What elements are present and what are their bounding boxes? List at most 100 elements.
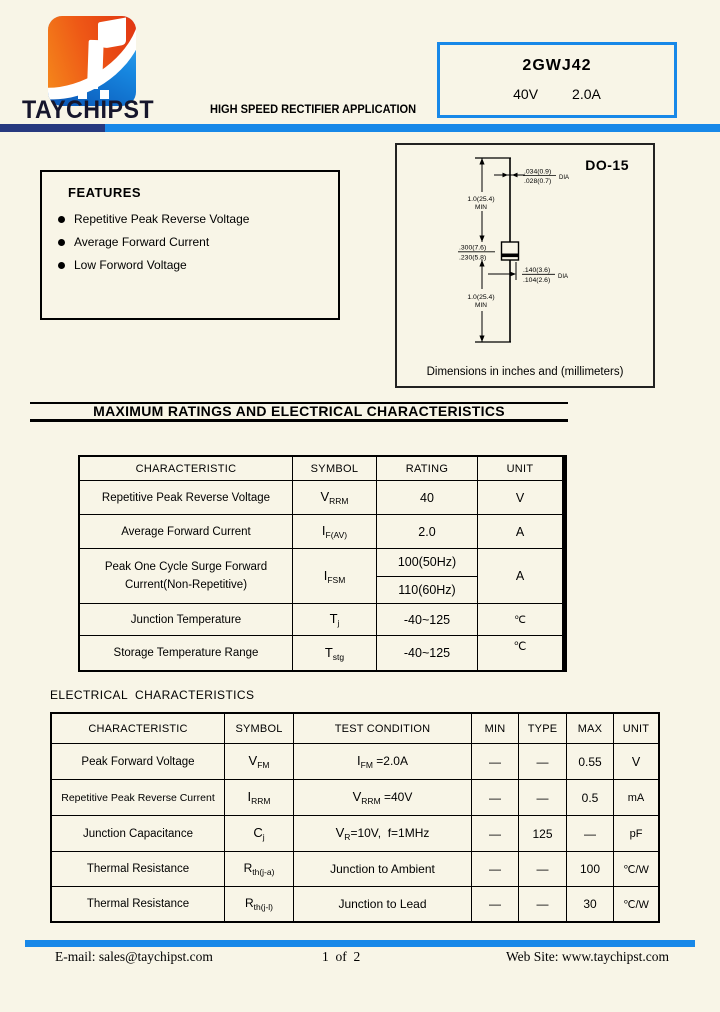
unit-cell: mA — [613, 779, 660, 816]
symbol-cell: Rth(j-a) — [224, 851, 294, 887]
dim-lead-len-bottom-min: MIN — [475, 302, 487, 309]
package-caption: Dimensions in inches and (millimeters) — [426, 366, 624, 378]
logo-checker-square — [100, 90, 109, 99]
max-cell: 0.5 — [566, 779, 614, 816]
brand-name: TAYCHIPST — [22, 96, 155, 124]
min-cell: — — [471, 886, 519, 923]
column-header: UNIT — [613, 712, 660, 744]
table-row: Junction Temperature Tj -40~125 ℃ — [78, 603, 565, 636]
symbol-cell: IF(AV) — [292, 514, 377, 549]
bullet-icon — [58, 261, 65, 269]
condition-symbol: I — [357, 753, 361, 768]
footer-page-number: 1 of 2 — [322, 949, 361, 964]
symbol-cell: IFSM — [292, 548, 377, 604]
symbol-main: C — [253, 825, 263, 840]
features-list: Repetitive Peak Reverse Voltage Average … — [58, 212, 338, 272]
condition-text: =10V, f=1MHz — [350, 826, 430, 840]
characteristic-line1: Peak One Cycle Surge Forward — [104, 561, 268, 573]
condition-text: Junction to Lead — [338, 896, 427, 911]
characteristic-line2: Current(Non-Repetitive) — [124, 579, 248, 591]
characteristic-cell: Peak One Cycle Surge Forward Current(Non… — [78, 548, 293, 604]
column-header: MIN — [471, 712, 519, 744]
unit-cell: ℃/W — [613, 886, 660, 923]
min-cell: — — [471, 851, 519, 887]
part-voltage: 40V — [513, 86, 539, 102]
type-cell: 125 — [518, 815, 567, 852]
symbol-main: R — [244, 896, 254, 910]
type-cell: — — [518, 851, 567, 887]
features-box: FEATURES Repetitive Peak Reverse Voltage… — [40, 170, 340, 320]
unit-cell: pF — [613, 815, 660, 852]
test-condition-cell: IFM =2.0A — [293, 743, 472, 780]
package-outline-drawing: .034(0.9) .028(0.7) DIA 1.0(25.4) MIN .3… — [458, 157, 569, 343]
condition-text: =2.0A — [372, 754, 408, 768]
table-header-row: CHARACTERISTIC SYMBOL TEST CONDITION MIN… — [50, 712, 660, 744]
symbol-cell: Tj — [292, 603, 377, 636]
bullet-icon — [58, 238, 65, 246]
characteristic-cell: Thermal Resistance — [50, 886, 225, 923]
symbol-subscript: j — [337, 618, 340, 628]
column-header: TYPE — [518, 712, 567, 744]
part-ratings: 40V 2.0A — [440, 86, 674, 102]
symbol-cell: Rth(j-l) — [224, 886, 294, 923]
company-logo-icon — [48, 16, 136, 106]
column-header: TEST CONDITION — [293, 712, 472, 744]
feature-text: Low Forword Voltage — [74, 258, 187, 272]
max-cell: 0.55 — [566, 743, 614, 780]
rating-cell: 2.0 — [376, 514, 478, 549]
header-divider-bar — [0, 124, 720, 132]
max-cell: 30 — [566, 886, 614, 923]
dim-body-dia-unit: DIA — [558, 274, 568, 280]
characteristic-cell: Junction Capacitance — [50, 815, 225, 852]
dim-body-dia-num: .140(3.6) — [523, 267, 550, 274]
dim-lead-dia-unit: DIA — [559, 175, 569, 181]
type-cell: — — [518, 779, 567, 816]
unit-cell: ℃ — [477, 603, 565, 636]
max-cell: — — [566, 815, 614, 852]
column-header: CHARACTERISTIC — [78, 455, 293, 481]
symbol-subscript: j — [262, 832, 265, 842]
dim-lead-len-bottom: 1.0(25.4) — [467, 294, 494, 301]
symbol-main: V — [320, 489, 330, 504]
column-header: CHARACTERISTIC — [50, 712, 225, 744]
test-condition-cell: VR=10V, f=1MHz — [293, 815, 472, 852]
feature-text: Repetitive Peak Reverse Voltage — [74, 212, 250, 226]
condition-symbol: V — [335, 825, 345, 840]
min-cell: — — [471, 743, 519, 780]
condition-subscript: RRM — [361, 796, 381, 806]
dim-body-dia-den: .104(2.6) — [523, 277, 550, 284]
max-cell: 100 — [566, 851, 614, 887]
symbol-subscript: RRM — [329, 496, 349, 506]
condition-text: Junction to Ambient — [330, 861, 435, 876]
symbol-main: I — [247, 789, 252, 804]
feature-text: Average Forward Current — [74, 235, 210, 249]
table-row: Repetitive Peak Reverse Current IRRM VRR… — [50, 779, 660, 816]
symbol-cell: VFM — [224, 743, 294, 780]
table-row: Average Forward Current IF(AV) 2.0 A — [78, 514, 565, 549]
package-name: DO-15 — [585, 157, 629, 173]
footer-email: E-mail: sales@taychipst.com — [55, 949, 213, 964]
symbol-main: I — [323, 567, 328, 583]
min-cell: — — [471, 815, 519, 852]
footer-website: Web Site: www.taychipst.com — [506, 949, 670, 964]
type-cell: — — [518, 886, 567, 923]
features-title: FEATURES — [68, 185, 142, 200]
dim-lead-dia-num: .034(0.9) — [524, 169, 551, 176]
rating-cell: -40~125 — [376, 635, 478, 672]
condition-symbol: V — [352, 789, 362, 804]
unit-cell: A — [477, 514, 565, 549]
dim-body-len-num: .300(7.6) — [459, 245, 486, 252]
rating-50hz: 100(50Hz) — [377, 549, 477, 577]
list-item: Low Forword Voltage — [58, 258, 338, 272]
table-row: Storage Temperature Range Tstg -40~125 ℃ — [78, 635, 565, 672]
table-header-row: CHARACTERISTIC SYMBOL RATING UNIT — [78, 455, 565, 481]
test-condition-cell: VRRM =40V — [293, 779, 472, 816]
table-row: Junction Capacitance Cj VR=10V, f=1MHz —… — [50, 815, 660, 852]
divider-navy-segment — [0, 124, 105, 132]
symbol-subscript: FSM — [327, 574, 346, 585]
rating-cell: -40~125 — [376, 603, 478, 636]
unit-cell: A — [477, 548, 565, 604]
dim-lead-dia-den: .028(0.7) — [524, 178, 551, 185]
condition-subscript: R — [344, 832, 351, 842]
